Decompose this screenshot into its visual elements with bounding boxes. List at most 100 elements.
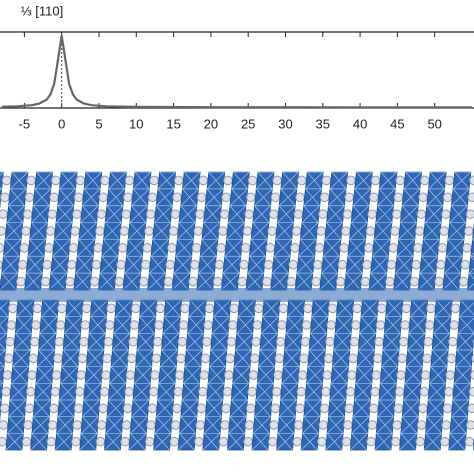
atom (77, 353, 88, 364)
octahedron-edge (82, 188, 101, 206)
octahedron-edge (177, 432, 196, 451)
octahedron-edge (31, 205, 50, 223)
octahedron-edge (374, 432, 393, 451)
atom (172, 192, 182, 203)
octahedron-edge (381, 349, 400, 367)
octahedron-edge (352, 399, 371, 417)
atom (91, 259, 102, 270)
atom (7, 303, 18, 314)
octahedron-edge (205, 399, 224, 417)
atom (122, 403, 133, 414)
atom (419, 386, 430, 397)
atom (191, 243, 202, 253)
atom (170, 209, 181, 219)
octahedron-edge (198, 255, 217, 274)
octahedron-edge (75, 255, 94, 274)
atom (409, 276, 420, 287)
octahedron-edge (358, 332, 376, 351)
octahedron-edge (378, 382, 397, 401)
octahedron-edge (401, 188, 421, 206)
atom (47, 209, 58, 219)
octahedron-edge (431, 332, 450, 351)
octahedron-edge (445, 239, 465, 257)
octahedron-edge (370, 255, 389, 274)
octahedron-edge (127, 222, 147, 240)
atom (28, 353, 39, 364)
octahedron-edge (175, 239, 194, 257)
atom (446, 353, 457, 364)
octahedron-edge (396, 239, 415, 257)
x-tick-label: 50 (427, 116, 441, 131)
octahedron-edge (31, 416, 50, 434)
atom (345, 386, 356, 397)
octahedron-edge (245, 272, 264, 291)
atom (444, 175, 455, 186)
atom (195, 209, 205, 219)
octahedron-edge (354, 171, 373, 190)
atom (219, 209, 230, 219)
atom (469, 175, 474, 186)
octahedron-edge (332, 349, 351, 367)
octahedron-edge (157, 171, 176, 190)
atom (365, 226, 376, 236)
octahedron-edge (161, 332, 180, 351)
atom (388, 243, 399, 253)
octahedron-edge (0, 272, 18, 291)
atom (177, 336, 188, 347)
octahedron-edge (351, 205, 370, 223)
atom (292, 436, 303, 447)
atom (344, 192, 355, 203)
octahedron-edge (333, 332, 352, 351)
atom (123, 192, 133, 203)
octahedron-edge (319, 272, 338, 291)
atom (415, 436, 426, 447)
atom (79, 336, 89, 347)
atom (368, 403, 379, 414)
octahedron-edge (259, 332, 278, 351)
atom (24, 403, 35, 414)
octahedron-edge (83, 171, 103, 190)
octahedron-edge (152, 222, 171, 240)
octahedron-edge (26, 255, 45, 274)
atom (128, 336, 138, 347)
atom (147, 192, 158, 203)
octahedron-edge (80, 205, 99, 223)
atom (75, 386, 85, 397)
octahedron-edge (229, 399, 248, 417)
x-tick-label: 40 (353, 116, 367, 131)
atom (225, 353, 235, 364)
atom (178, 320, 189, 330)
atom (221, 192, 232, 203)
atom (386, 259, 397, 270)
octahedron-edge (7, 416, 25, 434)
octahedron-edge (328, 188, 347, 206)
octahedron-edge (384, 316, 402, 334)
octahedron-edge (180, 399, 199, 417)
octahedron-edge (334, 316, 353, 334)
atom (45, 226, 56, 236)
atom (151, 353, 162, 364)
octahedron-edge (344, 272, 363, 291)
octahedron-edge (427, 382, 446, 401)
atom (120, 436, 130, 447)
octahedron-edge (177, 222, 196, 240)
atom (0, 243, 5, 253)
atom (437, 243, 448, 253)
atom (286, 276, 297, 287)
atom (278, 303, 289, 314)
atom (318, 209, 328, 219)
atom (362, 259, 372, 270)
atom (426, 303, 436, 314)
octahedron-edge (408, 316, 427, 334)
atom (193, 226, 203, 236)
octahedron-edge (38, 332, 57, 351)
atom (144, 226, 154, 236)
atom (318, 420, 329, 430)
octahedron-edge (155, 188, 175, 206)
atom (116, 259, 126, 270)
octahedron-edge (147, 272, 166, 291)
octahedron-edge (345, 255, 365, 274)
octahedron-edge (105, 416, 124, 434)
octahedron-edge (52, 239, 71, 257)
